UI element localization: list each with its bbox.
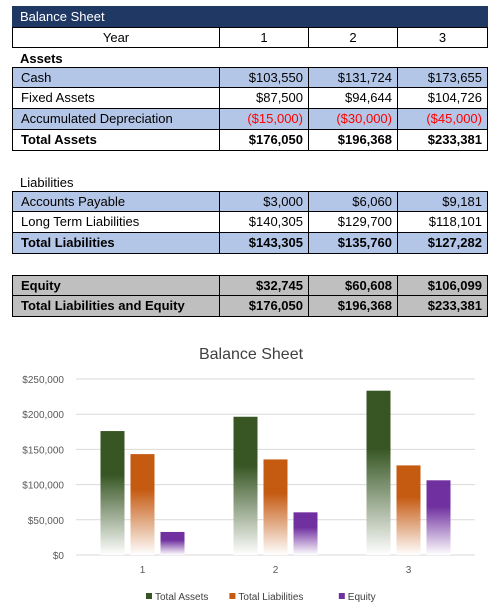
cell-value: $129,700: [309, 212, 398, 233]
bar-total-assets: [366, 390, 391, 555]
row-label: Fixed Assets: [12, 88, 220, 109]
total-assets-row: Total Assets $176,050 $196,368 $233,381: [12, 130, 488, 151]
year-header-col: 3: [398, 27, 488, 48]
legend-label: Total Liabilities: [238, 592, 303, 603]
liabilities-heading: Liabilities: [20, 175, 74, 190]
row-label: Total Liabilities: [12, 233, 220, 254]
cell-value: $196,368: [309, 130, 398, 151]
cell-value: $106,099: [398, 275, 488, 296]
cell-value: $233,381: [398, 130, 488, 151]
cell-value: ($30,000): [309, 109, 398, 130]
year-header-col: 1: [220, 27, 309, 48]
bar-equity: [293, 512, 318, 555]
cell-value: $60,608: [309, 275, 398, 296]
y-tick-label: $0: [53, 551, 65, 562]
cell-value: $94,644: [309, 88, 398, 109]
cell-value: $176,050: [220, 296, 309, 317]
cell-value: ($15,000): [220, 109, 309, 130]
chart-svg: Balance Sheet $0 $50,000 $100,000 $150,000 $…: [22, 346, 475, 603]
bar-total-liabilities: [130, 454, 155, 555]
legend-swatch: [229, 593, 236, 599]
cell-value: $135,760: [309, 233, 398, 254]
legend-label: Total Assets: [155, 592, 208, 603]
row-label: Accumulated Depreciation: [12, 109, 220, 130]
y-tick-label: $100,000: [22, 481, 64, 492]
cell-value: $131,724: [309, 67, 398, 88]
table-row: Accounts Payable $3,000 $6,060 $9,181: [12, 191, 488, 212]
cell-value: $103,550: [220, 67, 309, 88]
cell-value: $176,050: [220, 130, 309, 151]
cell-value: ($45,000): [398, 109, 488, 130]
cell-value: $173,655: [398, 67, 488, 88]
y-tick-label: $150,000: [22, 445, 64, 456]
row-label: Total Assets: [12, 130, 220, 151]
cell-value: $6,060: [309, 191, 398, 212]
year-header-label: Year: [12, 27, 220, 48]
year-header-row: Year 1 2 3: [12, 27, 488, 48]
cell-value: $104,726: [398, 88, 488, 109]
cell-value: $118,101: [398, 212, 488, 233]
assets-heading: Assets: [20, 51, 63, 66]
y-tick-label: $250,000: [22, 375, 64, 386]
cell-value: $233,381: [398, 296, 488, 317]
legend-swatch: [338, 593, 345, 599]
bar-total-liabilities: [263, 459, 288, 555]
table-row: Cash $103,550 $131,724 $173,655: [12, 67, 488, 88]
equity-row: Equity $32,745 $60,608 $106,099: [12, 275, 488, 296]
total-liabilities-equity-row: Total Liabilities and Equity $176,050 $1…: [12, 296, 488, 317]
row-label: Equity: [12, 275, 220, 296]
cell-value: $9,181: [398, 191, 488, 212]
table-row: Accumulated Depreciation ($15,000) ($30,…: [12, 109, 488, 130]
cell-value: $127,282: [398, 233, 488, 254]
y-tick-label: $50,000: [28, 516, 65, 527]
y-tick-label: $200,000: [22, 410, 64, 421]
cell-value: $3,000: [220, 191, 309, 212]
balance-sheet-chart: Balance Sheet $0 $50,000 $100,000 $150,000 $…: [0, 336, 498, 614]
row-label: Total Liabilities and Equity: [12, 296, 220, 317]
cell-value: $87,500: [220, 88, 309, 109]
legend-label: Equity: [348, 592, 376, 603]
cell-value: $32,745: [220, 275, 309, 296]
row-label: Accounts Payable: [12, 191, 220, 212]
table-row: Long Term Liabilities $140,305 $129,700 …: [12, 212, 488, 233]
x-tick-label: 1: [140, 565, 146, 576]
chart-title: Balance Sheet: [199, 346, 304, 363]
legend-swatch: [146, 593, 152, 599]
bar-total-assets: [233, 416, 258, 555]
table-row: Fixed Assets $87,500 $94,644 $104,726: [12, 88, 488, 109]
x-tick-label: 2: [273, 565, 279, 576]
total-liabilities-row: Total Liabilities $143,305 $135,760 $127…: [12, 233, 488, 254]
row-label: Long Term Liabilities: [12, 212, 220, 233]
cell-value: $196,368: [309, 296, 398, 317]
cell-value: $143,305: [220, 233, 309, 254]
bar-equity: [160, 531, 185, 555]
year-header-col: 2: [309, 27, 398, 48]
cell-value: $140,305: [220, 212, 309, 233]
x-tick-label: 3: [406, 565, 412, 576]
bar-total-liabilities: [396, 465, 421, 555]
sheet-title: Balance Sheet: [12, 6, 488, 27]
bar-total-assets: [100, 431, 125, 555]
row-label: Cash: [12, 67, 220, 88]
bar-equity: [426, 480, 451, 555]
